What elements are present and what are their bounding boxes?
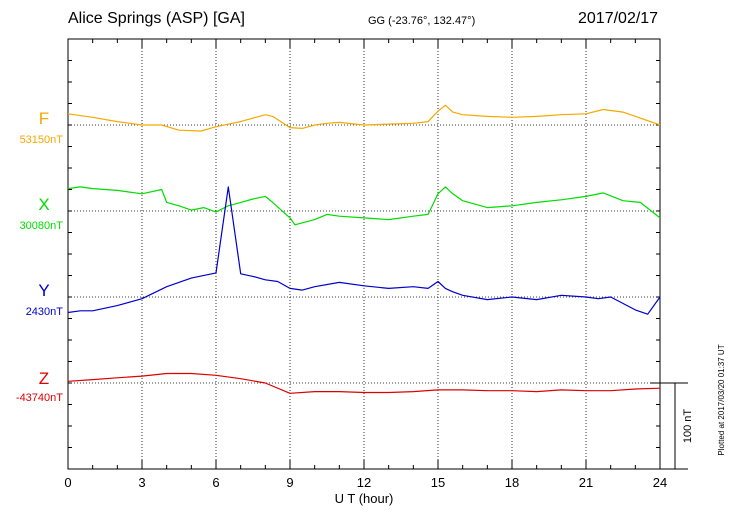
x-tick-label: 6	[212, 475, 219, 490]
series-baseline-label-Y: 2430nT	[26, 306, 64, 318]
series-name-Y: Y	[38, 281, 49, 300]
series-line-X	[67, 186, 661, 226]
date-label: 2017/02/17	[578, 10, 659, 27]
x-tick-label: 12	[357, 475, 371, 490]
station-coordinates: GG (-23.76°, 132.47°)	[368, 15, 476, 27]
x-axis-label: U T (hour)	[335, 491, 394, 506]
x-tick-label: 3	[138, 475, 145, 490]
x-tick-label: 24	[653, 475, 667, 490]
x-tick-label: 9	[286, 475, 293, 490]
series-line-Z	[67, 372, 661, 394]
x-tick-label: 0	[64, 475, 71, 490]
series-baseline-label-Z: -43740nT	[16, 392, 63, 404]
plot-frame	[67, 38, 661, 470]
x-tick-label: 21	[579, 475, 593, 490]
plotted-timestamp: Plotted at 2017/03/20 01:37 UT	[717, 344, 726, 455]
series-line-F	[67, 104, 661, 132]
station-title: Alice Springs (ASP) [GA]	[68, 10, 245, 27]
series-name-X: X	[38, 195, 49, 214]
x-tick-label: 18	[505, 475, 519, 490]
series-line-Y	[67, 186, 661, 315]
series-name-Z: Z	[39, 369, 49, 388]
series-baseline-label-X: 30080nT	[20, 220, 64, 232]
series-baseline-label-F: 53150nT	[20, 134, 64, 146]
x-tick-label: 15	[431, 475, 445, 490]
scale-bar-label: 100 nT	[682, 409, 694, 444]
series-name-F: F	[39, 109, 49, 128]
